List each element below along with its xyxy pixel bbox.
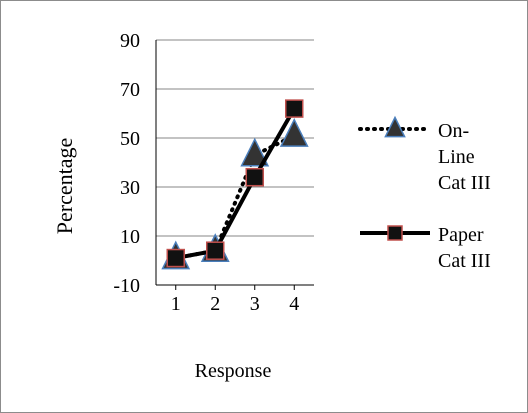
axes <box>155 40 314 286</box>
data-series <box>161 99 309 270</box>
x-tick-label: 3 <box>250 293 260 315</box>
y-tick-label: 30 <box>120 177 140 199</box>
legend-marker <box>387 225 403 241</box>
legend-label: Paper <box>438 224 484 246</box>
data-point <box>166 248 185 268</box>
series-1 <box>161 118 309 270</box>
series-line <box>175 107 296 261</box>
y-tick-label: 90 <box>120 30 140 52</box>
legend-label: On- <box>438 120 469 142</box>
y-axis-label: Percentage <box>52 138 77 235</box>
data-point <box>245 167 264 187</box>
series-line <box>173 133 297 261</box>
x-tick-label: 1 <box>171 293 181 315</box>
data-point <box>279 118 309 147</box>
y-tick-label: 50 <box>120 128 140 150</box>
y-tick-label: 10 <box>120 226 140 248</box>
y-tick-label: 70 <box>120 79 140 101</box>
data-point <box>206 241 225 260</box>
data-point <box>240 137 270 167</box>
grid-lines <box>156 39 314 237</box>
series-2 <box>166 99 304 268</box>
legend: On- Line Cat III Paper Cat III <box>358 115 491 272</box>
legend-label: Line <box>438 146 475 168</box>
legend-entry-2: Paper Cat III <box>360 224 491 272</box>
legend-marker <box>384 115 406 138</box>
legend-entry-1: On- Line Cat III <box>358 115 491 194</box>
legend-label: Cat III <box>438 250 491 272</box>
data-point <box>285 99 304 118</box>
x-tick-labels: 1 2 3 4 <box>171 285 299 315</box>
legend-label: Cat III <box>438 172 491 194</box>
x-axis-label: Response <box>195 360 272 382</box>
x-tick-label: 4 <box>289 293 299 315</box>
y-tick-label: -10 <box>113 275 140 297</box>
x-tick-label: 2 <box>210 293 220 315</box>
y-tick-labels: -10 10 30 50 70 90 <box>113 30 140 297</box>
